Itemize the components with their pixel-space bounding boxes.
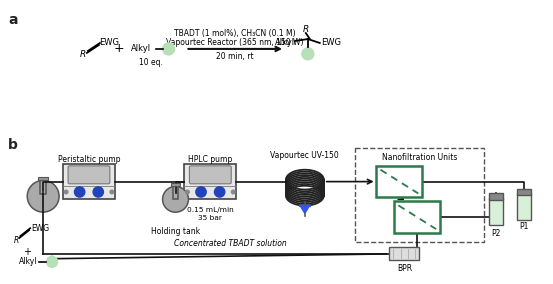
Text: Nanofiltration Units: Nanofiltration Units (382, 153, 457, 162)
Bar (377, 166, 422, 197)
Text: Peristaltic pump: Peristaltic pump (58, 155, 120, 164)
Text: TBADT (1 mol%), CH₃CN (0.1 M): TBADT (1 mol%), CH₃CN (0.1 M) (174, 29, 296, 37)
Circle shape (163, 187, 189, 212)
Bar (394, 201, 440, 233)
Circle shape (93, 187, 103, 197)
Circle shape (186, 190, 189, 194)
Text: 0.15 mL/min: 0.15 mL/min (187, 207, 234, 213)
Text: b: b (8, 138, 18, 152)
Text: Vapourtec UV-150: Vapourtec UV-150 (270, 151, 339, 160)
Text: H: H (304, 49, 312, 59)
Text: Holding tank: Holding tank (151, 227, 200, 236)
Circle shape (64, 190, 68, 194)
FancyBboxPatch shape (190, 166, 231, 184)
Circle shape (163, 43, 175, 55)
Text: a: a (8, 13, 18, 27)
Circle shape (302, 48, 314, 60)
Bar (40, 180, 46, 194)
Bar (354, 148, 484, 242)
Text: EWG: EWG (321, 38, 341, 47)
Bar (489, 199, 503, 225)
Text: R: R (80, 50, 86, 59)
Circle shape (46, 256, 58, 267)
Text: EWG: EWG (99, 38, 119, 47)
Circle shape (75, 187, 85, 197)
Text: Alkyl: Alkyl (275, 38, 295, 47)
Bar (389, 247, 419, 260)
Text: EWG: EWG (31, 224, 49, 233)
Bar (63, 164, 115, 199)
Text: R: R (14, 235, 19, 245)
Text: Alkyl: Alkyl (131, 44, 151, 53)
Text: +: + (23, 247, 32, 257)
FancyBboxPatch shape (68, 166, 110, 184)
Text: 10 eq.: 10 eq. (139, 58, 163, 67)
Text: H: H (49, 257, 55, 266)
Text: 35 bar: 35 bar (199, 215, 222, 221)
Text: P2: P2 (491, 229, 500, 238)
Bar (517, 193, 531, 220)
Circle shape (215, 187, 225, 197)
Text: P1: P1 (519, 222, 529, 231)
Text: Concentrated TBADT solution: Concentrated TBADT solution (174, 239, 286, 248)
Bar (489, 193, 503, 201)
Text: Vapourtec Reactor (365 nm, 150 W): Vapourtec Reactor (365 nm, 150 W) (166, 38, 304, 47)
Text: Alkyl: Alkyl (19, 257, 38, 266)
Text: HPLC pump: HPLC pump (188, 155, 232, 164)
Text: 20 min, rt: 20 min, rt (216, 52, 254, 61)
Circle shape (110, 190, 113, 194)
Bar (38, 178, 48, 180)
Bar (185, 164, 236, 199)
Text: BPR: BPR (397, 264, 412, 273)
Text: R: R (302, 25, 309, 34)
Circle shape (196, 187, 206, 197)
Bar (173, 187, 179, 199)
Text: H: H (165, 44, 173, 53)
Bar (170, 183, 180, 187)
Text: +: + (113, 42, 124, 55)
Polygon shape (300, 206, 310, 213)
Bar (517, 189, 531, 195)
Circle shape (27, 180, 59, 212)
Circle shape (231, 190, 235, 194)
